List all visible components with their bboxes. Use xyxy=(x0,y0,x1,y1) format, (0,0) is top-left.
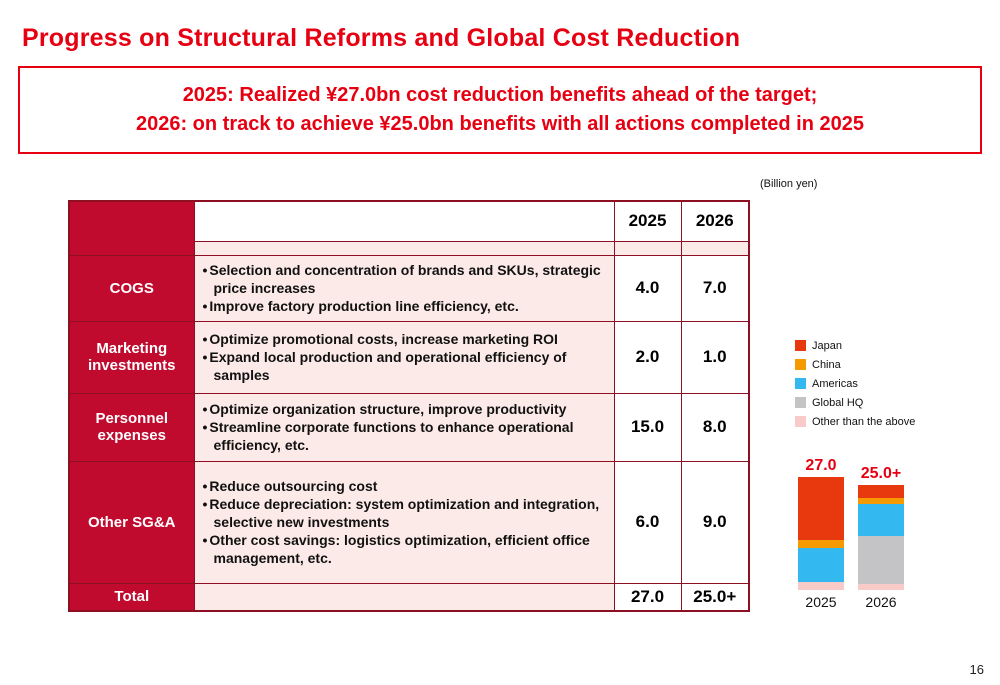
row-description-marketing: Optimize promotional costs, increase mar… xyxy=(193,320,615,394)
chart-legend: Japan China Americas Global HQ Other tha… xyxy=(795,336,915,431)
stacked-bar-2025 xyxy=(798,476,844,590)
bar-segment-china xyxy=(798,539,844,549)
table-row-cogs: COGS Selection and concentration of bran… xyxy=(68,254,750,322)
bar-segment-japan xyxy=(858,485,904,498)
legend-swatch xyxy=(795,397,806,408)
value-2026-other-sga: 9.0 xyxy=(680,460,750,584)
stacked-bar-2026 xyxy=(858,485,904,590)
value-2026-personnel: 8.0 xyxy=(680,392,750,462)
subheader-cell xyxy=(680,240,750,256)
value-2026-marketing: 1.0 xyxy=(680,320,750,394)
key-message-line-2: 2026: on track to achieve ¥25.0bn benefi… xyxy=(135,113,865,135)
x-label-2025: 2025 xyxy=(805,594,837,610)
page-title: Progress on Structural Reforms and Globa… xyxy=(22,24,741,52)
legend-label: China xyxy=(812,358,841,371)
bullet-list: Selection and concentration of brands an… xyxy=(203,261,606,316)
bullet-item: Other cost savings: logistics optimizati… xyxy=(203,531,606,567)
legend-label: Other than the above xyxy=(812,415,916,428)
legend-label: Global HQ xyxy=(812,396,864,409)
legend-item-other: Other than the above xyxy=(795,412,915,431)
legend-label: Japan xyxy=(812,339,842,352)
table-corner-cell xyxy=(68,200,195,256)
bar-segment-americas xyxy=(798,548,844,582)
row-label-marketing: Marketing investments xyxy=(68,320,195,394)
value-2025-other-sga: 6.0 xyxy=(613,460,682,584)
row-description-personnel: Optimize organization structure, improve… xyxy=(193,392,615,462)
value-2026-cogs: 7.0 xyxy=(680,254,750,322)
bar-segment-other-than-the-above xyxy=(798,581,844,590)
bar-segment-china xyxy=(858,497,904,505)
unit-label: (Billion yen) xyxy=(760,178,818,190)
col-header-2025: 2025 xyxy=(613,200,682,242)
total-description-cell xyxy=(193,582,615,612)
legend-item-china: China xyxy=(795,355,915,374)
stacked-bar-chart: 27.0 25.0+ xyxy=(798,448,904,590)
bullet-item: Optimize organization structure, improve… xyxy=(203,400,606,418)
table-row-other-sga: Other SG&A Reduce outsourcing cost Reduc… xyxy=(68,460,750,584)
row-label-total: Total xyxy=(68,582,195,612)
col-header-2026: 2026 xyxy=(680,200,750,242)
bar-segment-americas xyxy=(858,504,904,536)
key-message-line-1: 2025: Realized ¥27.0bn cost reduction be… xyxy=(182,84,818,106)
legend-label: Americas xyxy=(812,377,858,390)
bullet-list: Optimize organization structure, improve… xyxy=(203,400,606,455)
bullet-item: Improve factory production line efficien… xyxy=(203,297,606,315)
bullet-item: Expand local production and operational … xyxy=(203,348,606,384)
row-label-personnel: Personnel expenses xyxy=(68,392,195,462)
bullet-item: Reduce depreciation: system optimization… xyxy=(203,495,606,531)
value-2025-personnel: 15.0 xyxy=(613,392,682,462)
bullet-list: Reduce outsourcing cost Reduce depreciat… xyxy=(203,477,606,568)
row-label-cogs: COGS xyxy=(68,254,195,322)
page-number: 16 xyxy=(969,662,984,677)
legend-item-americas: Americas xyxy=(795,374,915,393)
bar-total-label-2025: 27.0 xyxy=(805,456,837,474)
value-2025-cogs: 4.0 xyxy=(613,254,682,322)
value-2025-total: 27.0 xyxy=(613,582,682,612)
table-row-total: Total 27.0 25.0+ xyxy=(68,582,750,612)
key-message-box: 2025: Realized ¥27.0bn cost reduction be… xyxy=(18,66,982,154)
subheader-cell xyxy=(193,240,615,256)
legend-item-japan: Japan xyxy=(795,336,915,355)
subheader-cell xyxy=(613,240,682,256)
table-row-personnel: Personnel expenses Optimize organization… xyxy=(68,392,750,462)
value-2026-total: 25.0+ xyxy=(680,582,750,612)
chart-x-axis-labels: 2025 2026 xyxy=(798,594,904,610)
legend-swatch xyxy=(795,416,806,427)
row-label-other-sga: Other SG&A xyxy=(68,460,195,584)
bullet-item: Selection and concentration of brands an… xyxy=(203,261,606,297)
bar-segment-japan xyxy=(798,476,844,540)
bullet-item: Reduce outsourcing cost xyxy=(203,477,606,495)
table-row-marketing: Marketing investments Optimize promotion… xyxy=(68,320,750,394)
table-header-row: 2025 2026 xyxy=(68,200,750,256)
legend-swatch xyxy=(795,359,806,370)
bar-total-label-2026: 25.0+ xyxy=(860,465,902,483)
bar-segment-global-hq xyxy=(858,535,904,584)
bar-column-2025: 27.0 xyxy=(798,448,844,590)
description-header-cell xyxy=(193,200,615,242)
row-description-cogs: Selection and concentration of brands an… xyxy=(193,254,615,322)
cost-reduction-table: 2025 2026 COGS Selection and concentrati… xyxy=(68,200,750,612)
bullet-item: Streamline corporate functions to enhanc… xyxy=(203,418,606,454)
legend-swatch xyxy=(795,378,806,389)
bullet-item: Optimize promotional costs, increase mar… xyxy=(203,330,606,348)
bar-segment-other-than-the-above xyxy=(858,583,904,590)
legend-swatch xyxy=(795,340,806,351)
x-label-2026: 2026 xyxy=(865,594,897,610)
table-subheader-row xyxy=(69,240,750,256)
bar-column-2026: 25.0+ xyxy=(858,448,904,590)
row-description-other-sga: Reduce outsourcing cost Reduce depreciat… xyxy=(193,460,615,584)
legend-item-global-hq: Global HQ xyxy=(795,393,915,412)
value-2025-marketing: 2.0 xyxy=(613,320,682,394)
bullet-list: Optimize promotional costs, increase mar… xyxy=(203,330,606,385)
